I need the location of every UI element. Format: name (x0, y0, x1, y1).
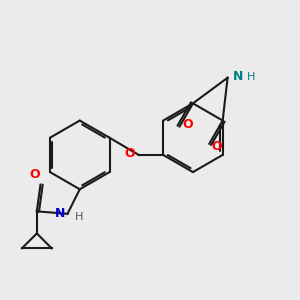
Text: O: O (212, 140, 222, 153)
Text: N: N (232, 70, 243, 83)
Text: O: O (124, 147, 135, 160)
Text: H: H (247, 71, 256, 82)
Text: O: O (182, 118, 193, 131)
Text: O: O (29, 168, 40, 181)
Text: H: H (75, 212, 83, 223)
Text: N: N (55, 207, 65, 220)
